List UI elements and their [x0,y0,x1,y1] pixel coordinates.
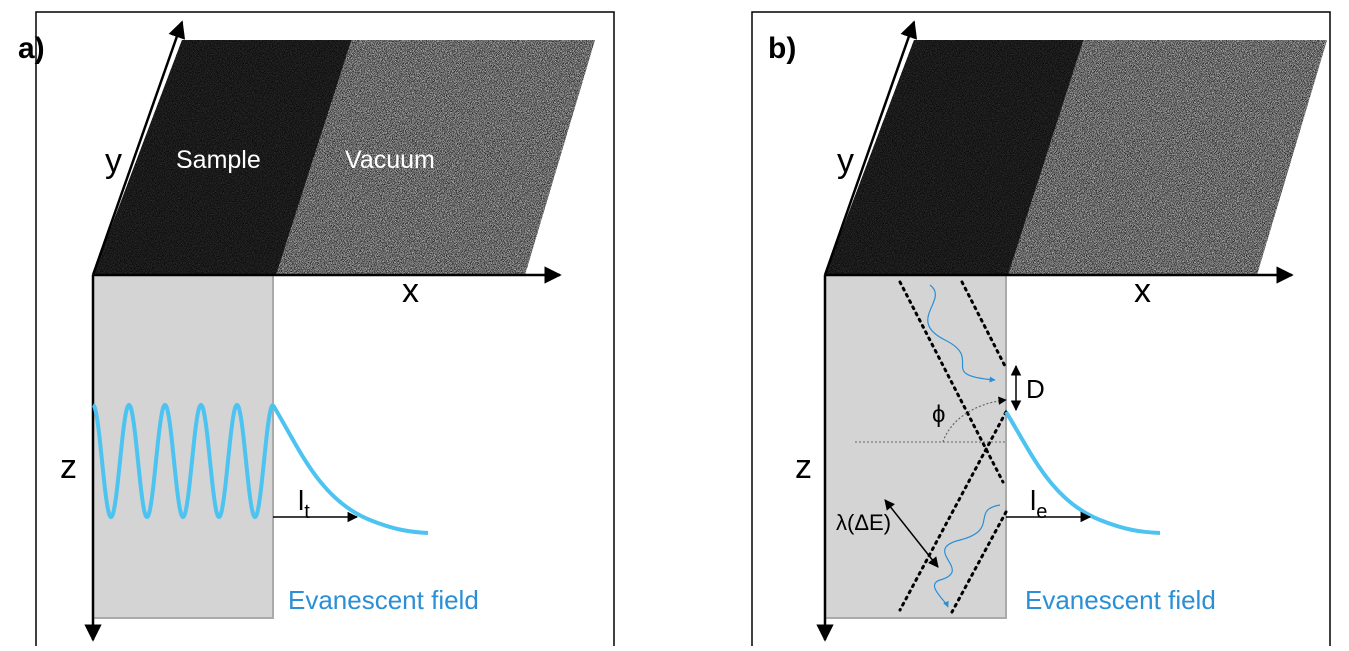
panel-b: b) y x z D ϕ λ(ΔE) le Evanescent field [752,12,1332,646]
subscript: e [1036,501,1047,523]
field-label: Evanescent field [288,585,479,615]
region-label: Vacuum [345,146,435,174]
axis-label: x [1134,272,1151,310]
axis-label: y [837,142,854,180]
spacing-label: D [1026,374,1045,404]
axis-label: x [402,272,419,310]
figure: a) y x z Sample Vacuum lt Evanescent fie… [0,0,1349,646]
axis-label: z [795,448,812,486]
field-label: Evanescent field [1025,585,1216,615]
wavelength-label: λ(ΔE) [836,510,891,535]
surface-texture [822,38,1332,278]
subscript: t [304,501,310,523]
region-label: Sample [176,146,261,174]
panel-label: a) [18,32,45,65]
axis-label: z [60,448,77,486]
angle-label: ϕ [932,401,945,428]
axis-label: y [105,142,122,180]
panel-a: a) y x z Sample Vacuum lt Evanescent fie… [18,12,614,646]
panel-label: b) [768,32,796,65]
sample-block [825,275,1006,618]
